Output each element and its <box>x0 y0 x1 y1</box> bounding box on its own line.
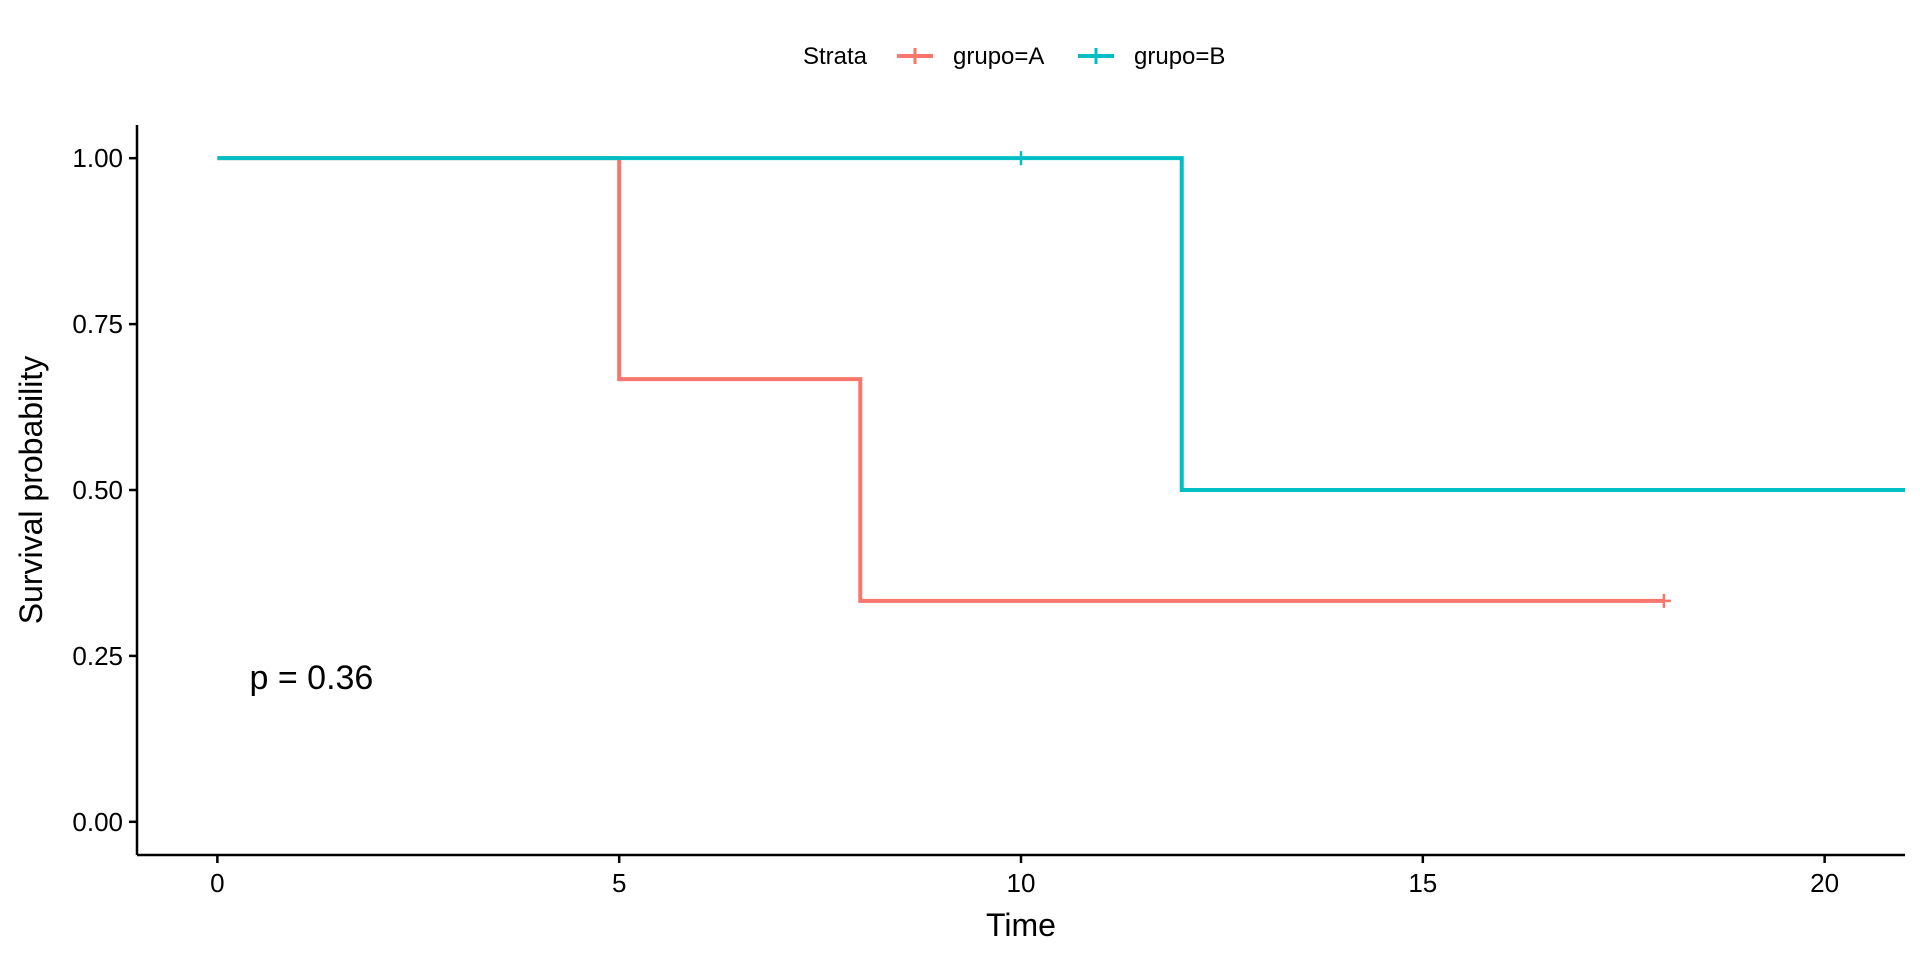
x-axis-title: Time <box>986 907 1056 943</box>
y-tick-label: 0.00 <box>72 807 123 837</box>
p-value-annotation: p = 0.36 <box>250 659 374 697</box>
y-tick-label: 0.25 <box>72 641 123 671</box>
legend-item-label: grupo=A <box>953 43 1044 70</box>
y-axis-ticks: 0.00 0.25 0.50 0.75 1.00 <box>72 143 137 837</box>
series-line-b <box>217 156 1905 492</box>
x-tick-label: 5 <box>612 868 626 898</box>
x-tick-label: 10 <box>1007 868 1036 898</box>
series-line-a <box>217 156 1664 603</box>
censor-mark <box>1014 151 1028 166</box>
x-tick-label: 15 <box>1408 868 1437 898</box>
legend-item-label: grupo=B <box>1134 43 1225 70</box>
y-tick-label: 0.75 <box>72 309 123 339</box>
y-axis-title: Survival probability <box>13 356 49 625</box>
y-tick-label: 1.00 <box>72 143 123 173</box>
x-axis-ticks: 0 5 10 15 20 <box>210 855 1839 898</box>
legend: Strata grupo=A grupo=B <box>803 43 1225 70</box>
plot-area <box>217 151 1905 608</box>
y-tick-label: 0.50 <box>72 475 123 505</box>
legend-title: Strata <box>803 43 868 70</box>
x-tick-label: 20 <box>1810 868 1839 898</box>
censor-mark <box>1656 593 1671 608</box>
x-tick-label: 0 <box>210 868 224 898</box>
